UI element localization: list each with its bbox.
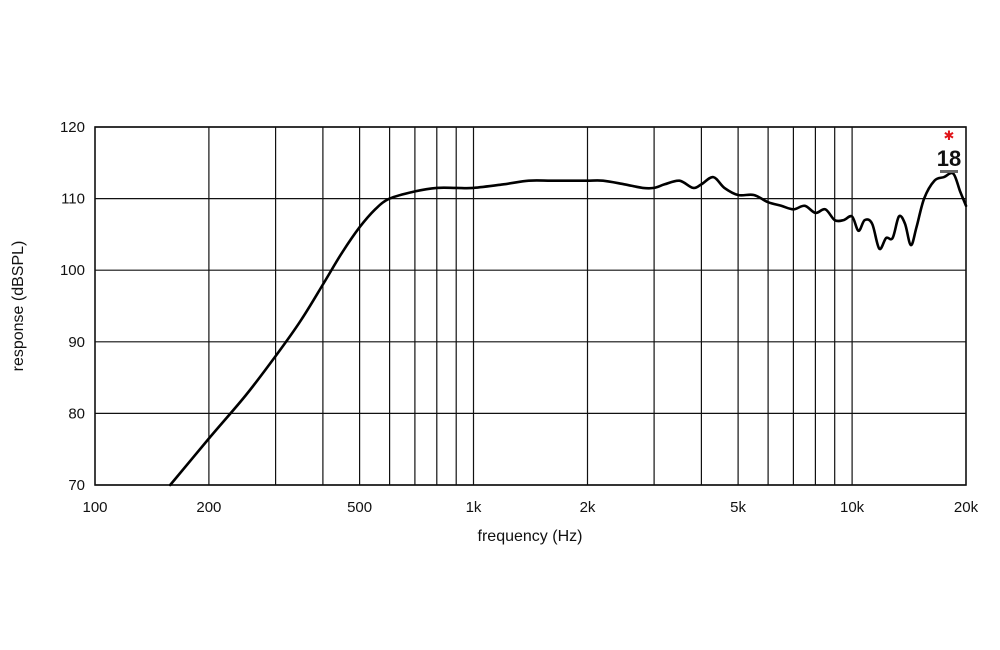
y-tick-label: 120 <box>60 119 85 136</box>
x-tick-label: 20k <box>954 499 979 516</box>
tick-labels: 100 200 500 1k 2k 5k 10k 20k 70 80 90 100 110 120 <box>60 119 979 516</box>
y-tick-label: 100 <box>60 262 85 279</box>
plot-frame <box>94 126 967 486</box>
logo-text: 18 <box>937 146 961 171</box>
x-axis-title: frequency (Hz) <box>478 528 583 545</box>
x-tick-label: 5k <box>730 499 746 516</box>
18-sound-logo: ✱ 18 <box>937 129 961 173</box>
x-tick-label: 500 <box>347 499 372 516</box>
x-tick-label: 200 <box>196 499 221 516</box>
y-axis-title: response (dBSPL) <box>10 241 27 372</box>
y-tick-label: 80 <box>68 405 85 422</box>
x-tick-label: 100 <box>82 499 107 516</box>
x-tick-label: 2k <box>580 499 596 516</box>
x-tick-label: 10k <box>840 499 865 516</box>
y-tick-label: 70 <box>68 477 85 494</box>
y-tick-label: 110 <box>61 191 85 208</box>
x-tick-label: 1k <box>466 499 482 516</box>
y-tick-label: 90 <box>68 334 85 351</box>
logo-subtext-bar <box>940 170 958 173</box>
logo-star-icon: ✱ <box>944 129 955 144</box>
response-curve <box>168 171 968 487</box>
